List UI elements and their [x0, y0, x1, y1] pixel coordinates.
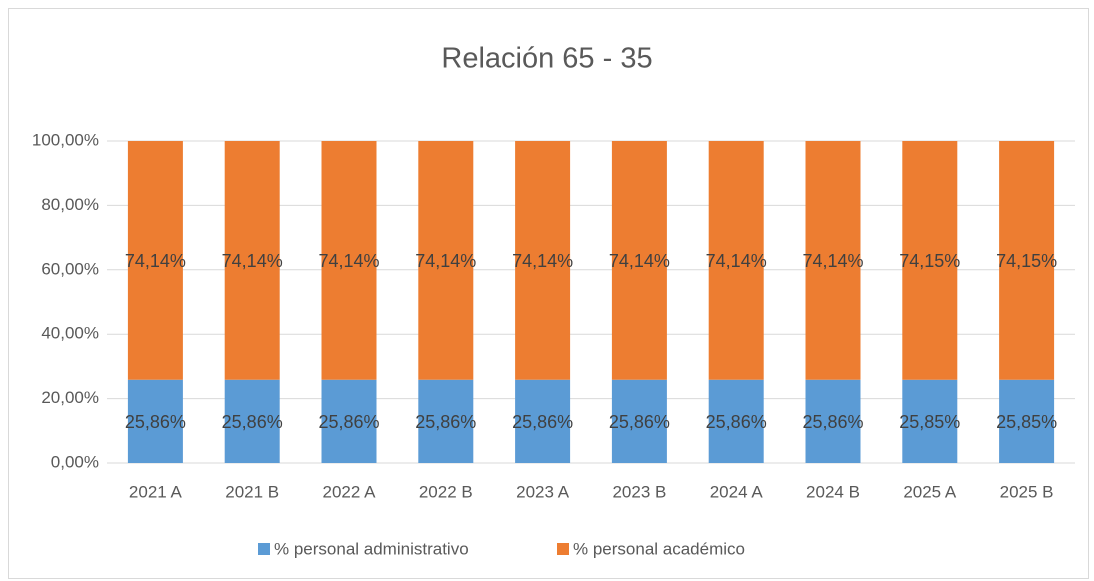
bar [321, 141, 377, 380]
data-label: 74,14% [415, 251, 476, 271]
data-label: 25,86% [512, 412, 573, 432]
x-tick-label: 2023 A [516, 482, 570, 501]
data-label: 25,86% [125, 412, 186, 432]
y-tick-label: 80,00% [41, 195, 99, 214]
chart-title: Relación 65 - 35 [441, 43, 652, 75]
bar [515, 141, 571, 380]
bar [611, 141, 667, 380]
x-tick-label: 2021 B [225, 482, 279, 501]
bar [611, 379, 667, 463]
x-tick-label: 2023 B [612, 482, 666, 501]
data-label: 74,14% [706, 251, 767, 271]
bar [902, 379, 958, 463]
x-tick-label: 2021 A [129, 482, 183, 501]
data-label: 74,14% [609, 251, 670, 271]
data-label: 25,86% [802, 412, 863, 432]
data-label: 74,14% [512, 251, 573, 271]
bar [321, 379, 377, 463]
data-label: 74,15% [899, 251, 960, 271]
x-tick-label: 2024 A [710, 482, 764, 501]
bar [902, 141, 958, 380]
bar [127, 141, 183, 380]
y-tick-label: 0,00% [51, 452, 99, 471]
data-label: 25,85% [996, 412, 1057, 432]
bar [127, 379, 183, 463]
legend-label: % personal administrativo [274, 539, 469, 558]
data-label: 74,14% [802, 251, 863, 271]
x-tick-label: 2025 B [1000, 482, 1054, 501]
y-tick-label: 100,00% [32, 130, 99, 149]
data-label: 74,14% [222, 251, 283, 271]
bar [418, 379, 474, 463]
data-label: 25,86% [609, 412, 670, 432]
x-tick-label: 2022 B [419, 482, 473, 501]
bar [999, 141, 1055, 380]
legend-label: % personal académico [573, 539, 745, 558]
bar [418, 141, 474, 380]
y-tick-label: 40,00% [41, 324, 99, 343]
data-label: 25,86% [706, 412, 767, 432]
bar [805, 379, 861, 463]
data-label: 74,15% [996, 251, 1057, 271]
data-label: 25,86% [222, 412, 283, 432]
bar [708, 141, 764, 380]
x-tick-label: 2024 B [806, 482, 860, 501]
y-tick-label: 20,00% [41, 388, 99, 407]
bar [224, 141, 280, 380]
bar [224, 379, 280, 463]
x-tick-label: 2022 A [323, 482, 377, 501]
legend-swatch [258, 543, 270, 555]
bar [708, 379, 764, 463]
data-label: 25,86% [318, 412, 379, 432]
bar [999, 379, 1055, 463]
data-label: 25,86% [415, 412, 476, 432]
y-tick-label: 60,00% [41, 259, 99, 278]
bar [515, 379, 571, 463]
data-label: 74,14% [125, 251, 186, 271]
data-label: 25,85% [899, 412, 960, 432]
data-label: 74,14% [318, 251, 379, 271]
legend-swatch [557, 543, 569, 555]
x-tick-label: 2025 A [903, 482, 957, 501]
bar [805, 141, 861, 380]
